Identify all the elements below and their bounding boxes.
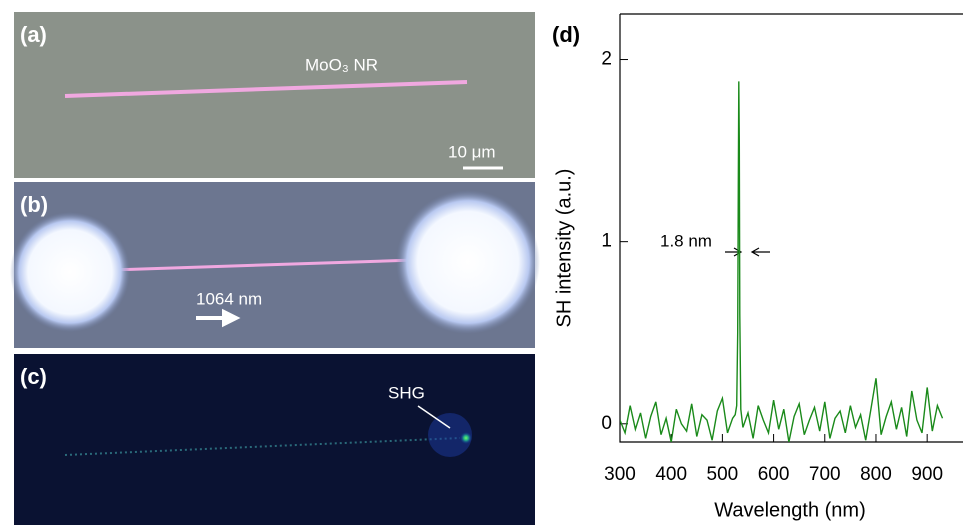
x-tick-label: 900: [911, 464, 943, 485]
fwhm-arrows: [725, 247, 770, 257]
x-tick-label: 300: [604, 464, 636, 485]
y-axis-label: SH intensity (a.u.): [553, 169, 575, 328]
x-axis-label: Wavelength (nm): [714, 499, 866, 521]
panel-label: (c): [20, 364, 47, 389]
annotation: SHG: [388, 383, 425, 402]
annotation: 1064 nm: [196, 289, 262, 308]
arrow: [196, 308, 241, 328]
x-tick-label: 400: [655, 464, 687, 485]
y-tick-label: 2: [601, 49, 612, 70]
panel-label: (b): [20, 192, 48, 217]
annotation: 10 μm: [448, 142, 496, 161]
annotation: MoO₃ NR: [305, 55, 378, 74]
axes: [619, 13, 963, 443]
x-tick-label: 800: [860, 464, 892, 485]
laser-spot: [396, 190, 540, 334]
shg-spot: [460, 432, 472, 444]
y-tick-label: 1: [601, 231, 612, 252]
panel-label: (d): [552, 22, 580, 47]
x-tick-label: 700: [809, 464, 841, 485]
arrow: [417, 405, 451, 429]
panel-label: (a): [20, 22, 47, 47]
x-tick-label: 500: [707, 464, 739, 485]
nanoribbon: [64, 80, 468, 98]
glow: [428, 413, 472, 457]
nanoribbon: [64, 437, 461, 456]
annotation: 1.8 nm: [660, 231, 712, 250]
y-tick-label: 0: [601, 413, 612, 434]
x-tick-label: 600: [758, 464, 790, 485]
spectrum-line: [620, 81, 944, 442]
laser-spot: [10, 212, 130, 332]
nanoribbon: [109, 258, 416, 272]
